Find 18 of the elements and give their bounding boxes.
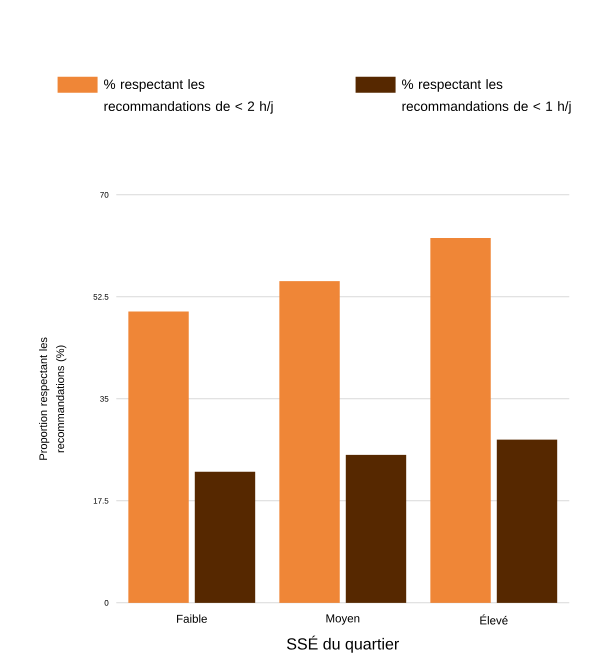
bar (346, 454, 406, 603)
x-tick-label: Faible (177, 614, 207, 623)
y-tick-label: 17.5 (94, 498, 108, 504)
legend-label: % respectant les recommandations de < 2 h/j (104, 79, 273, 114)
bar (279, 281, 340, 603)
bar (194, 472, 256, 603)
bar (430, 238, 491, 603)
y-tick-label: 0 (104, 600, 108, 606)
y-axis-title: Proportion respectant les recommandations (%) (39, 338, 66, 460)
y-tick-label: 70 (100, 192, 108, 198)
x-tick-label: Moyen (326, 614, 360, 625)
x-tick-label: Élevé (480, 614, 508, 624)
x-axis-title: SSÉ du quartier (287, 636, 399, 653)
bar (128, 311, 189, 603)
y-tick-label: 35 (100, 396, 108, 402)
y-tick-label: 52.5 (93, 294, 108, 300)
legend-label: % respectant les recommandations de < 1 h/j (402, 79, 571, 114)
bar (496, 440, 558, 603)
